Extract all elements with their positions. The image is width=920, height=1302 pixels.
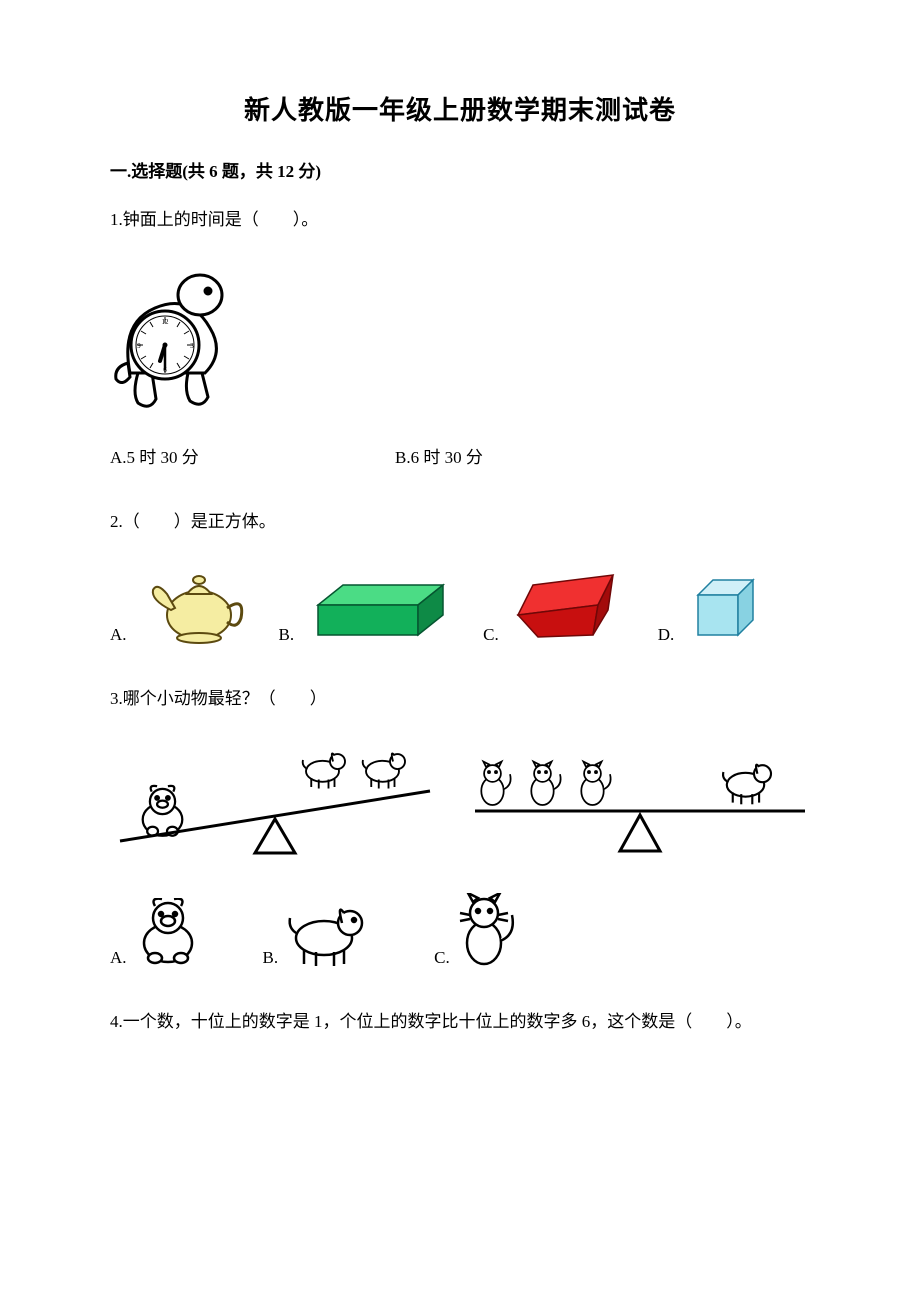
q3-options: A. B. <box>110 893 810 968</box>
q3-text: 3.哪个小动物最轻？（ ） <box>110 685 810 712</box>
q1-text: 1.钟面上的时间是（ ）。 <box>110 206 810 233</box>
section-heading: 一.选择题(共 6 题，共 12 分) <box>110 157 810 182</box>
q3-label-c: C. <box>434 948 450 968</box>
q2-label-c: C. <box>483 625 499 645</box>
seesaw-left-icon <box>110 733 440 863</box>
cuboid-icon <box>308 575 448 645</box>
seesaw-right-icon <box>470 733 810 863</box>
q3-label-b: B. <box>263 948 279 968</box>
cube-icon <box>688 570 763 645</box>
q3-scales <box>110 733 810 863</box>
q2-options: A. B. C. D. <box>110 560 810 645</box>
q1-option-a: A.5 时 30 分 <box>110 443 395 468</box>
svg-text:12: 12 <box>162 318 170 326</box>
q2-label-b: B. <box>279 625 295 645</box>
q1-options: A.5 时 30 分 B.6 时 30 分 <box>110 443 810 468</box>
page-title: 新人教版一年级上册数学期末测试卷 <box>110 90 810 127</box>
turtle-clock-icon: 12 3 6 9 <box>110 253 240 413</box>
svg-text:3: 3 <box>190 342 194 350</box>
red-prism-icon <box>513 565 623 645</box>
teapot-icon <box>141 560 251 645</box>
pig-icon <box>133 898 203 968</box>
q2-text: 2.（ ）是正方体。 <box>110 508 810 535</box>
q2-label-d: D. <box>658 625 675 645</box>
cat-icon <box>456 893 516 968</box>
q3-label-a: A. <box>110 948 127 968</box>
q4-text: 4.一个数，十位上的数字是 1，个位上的数字比十位上的数字多 6，这个数是（ ）… <box>110 1008 810 1035</box>
q1-option-b: B.6 时 30 分 <box>395 443 483 468</box>
q2-label-a: A. <box>110 625 127 645</box>
q1-image: 12 3 6 9 <box>110 253 810 413</box>
dog-icon <box>284 898 374 968</box>
svg-text:9: 9 <box>137 342 141 350</box>
